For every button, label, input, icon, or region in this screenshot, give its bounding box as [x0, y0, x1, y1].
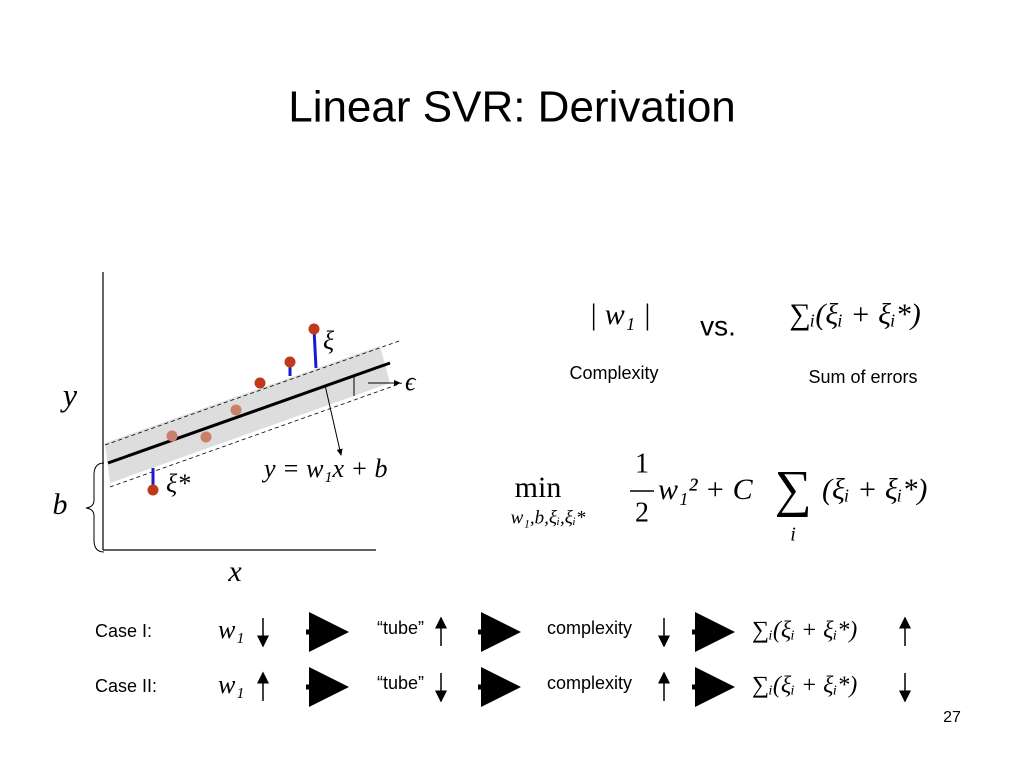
x-axis-label: x — [227, 555, 242, 588]
fraction-numerator: 1 — [635, 448, 649, 479]
cases: Case I: w₁ “tube” complexity ∑ᵢ(ξᵢ + ξᵢ*) Cas… — [95, 612, 911, 707]
min-subscript: w₁,b,ξᵢ,ξᵢ* — [511, 507, 586, 528]
min-operator: min — [515, 471, 562, 504]
case-tube: “tube” — [377, 673, 424, 693]
slide-title: Linear SVR: Derivation — [288, 83, 736, 132]
case-w: w₁ — [218, 615, 244, 644]
vs-text: vs. — [700, 310, 736, 341]
upper-slack-label: ξ — [323, 326, 335, 355]
case-complexity: complexity — [547, 618, 632, 638]
line-equation: y = w₁x + b — [261, 454, 388, 483]
intercept-label: b — [53, 488, 68, 521]
summand: (ξᵢ + ξᵢ*) — [822, 473, 927, 506]
complexity-label: Complexity — [569, 363, 658, 383]
fraction-denominator: 2 — [635, 497, 649, 528]
case-w: w₁ — [218, 670, 244, 699]
case-errors: ∑ᵢ(ξᵢ + ξᵢ*) — [752, 618, 857, 644]
sum-index: i — [790, 524, 796, 546]
case-label: Case II: — [95, 676, 157, 696]
epsilon-label: ϵ — [405, 367, 417, 396]
error-term: ∑ᵢ(ξᵢ + ξᵢ*) — [789, 298, 921, 331]
case-tube: “tube” — [377, 618, 424, 638]
case-label: Case I: — [95, 621, 152, 641]
svr-diagram: y x b ξ ξ* ϵ y = w₁x + b — [53, 272, 417, 588]
lower-slack-label: ξ* — [166, 469, 190, 498]
y-axis-label: y — [60, 376, 78, 412]
sum-symbol: ∑ — [774, 461, 811, 518]
objective-expression: w₁² + C — [658, 473, 754, 506]
complexity-term: | w₁ | — [589, 298, 651, 331]
page-number: 27 — [943, 709, 961, 726]
case-complexity: complexity — [547, 673, 632, 693]
case-errors: ∑ᵢ(ξᵢ + ξᵢ*) — [752, 673, 857, 699]
error-label: Sum of errors — [808, 367, 917, 387]
